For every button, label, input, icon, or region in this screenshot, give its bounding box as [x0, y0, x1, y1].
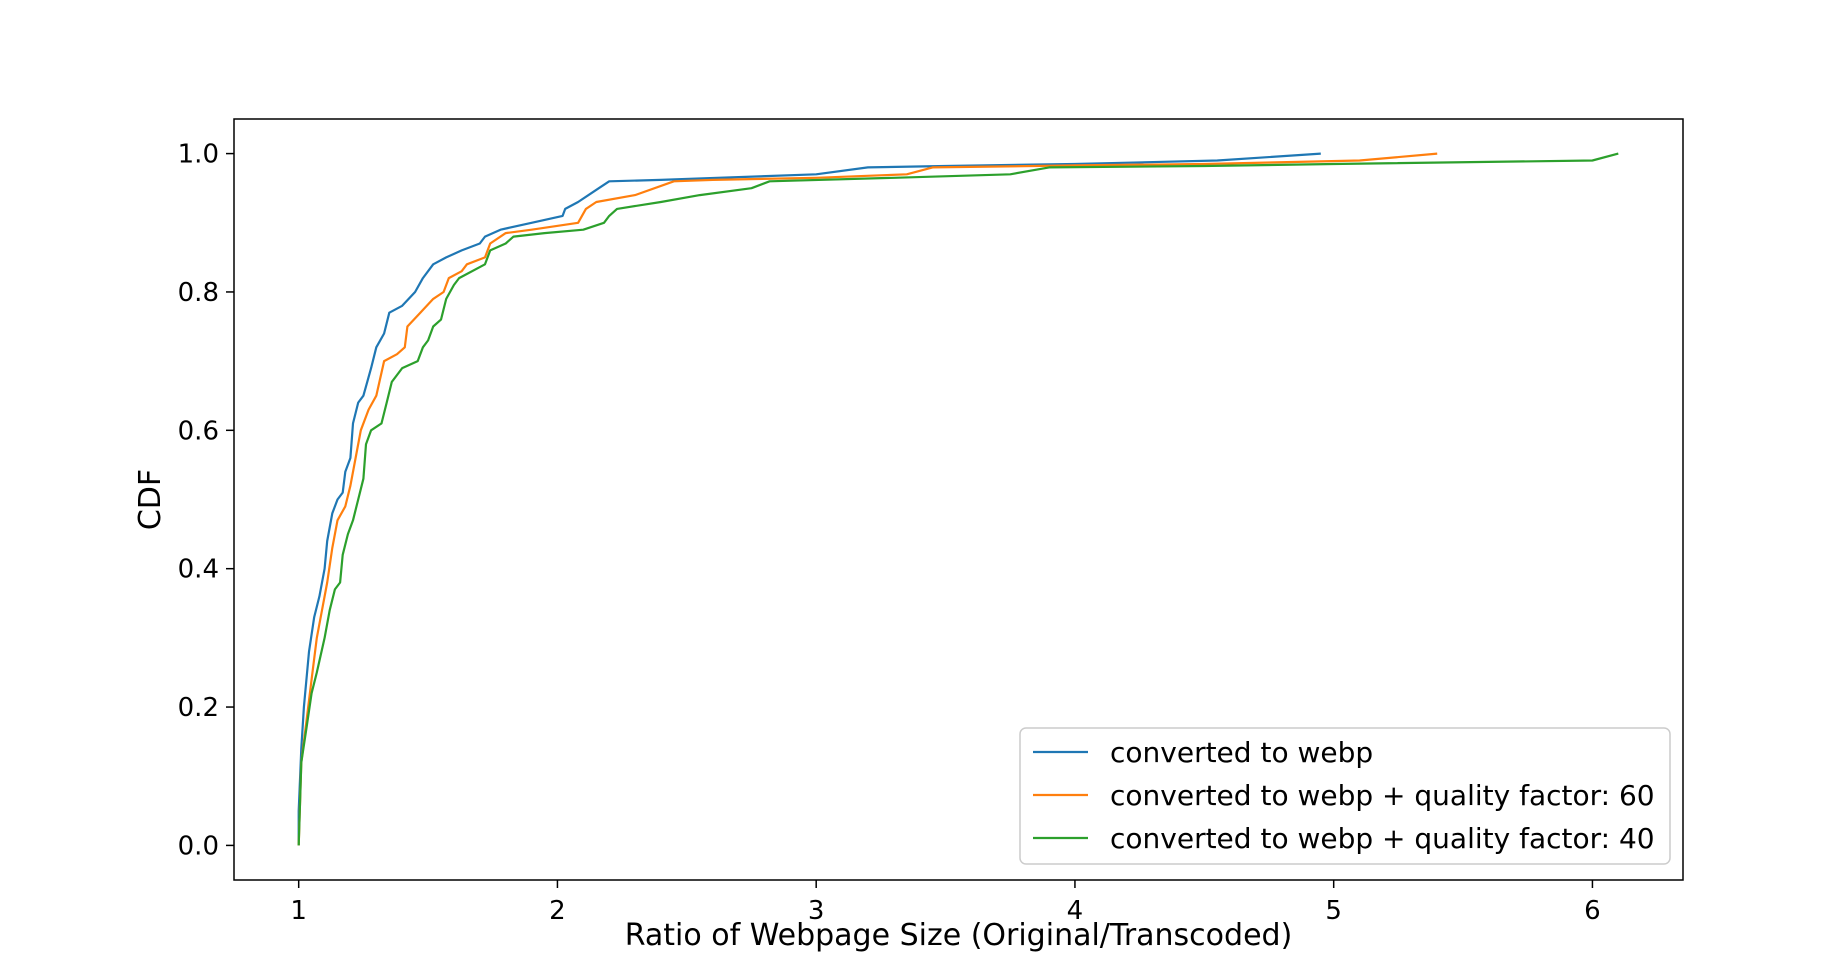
- y-tick-label: 1.0: [178, 140, 219, 170]
- legend-label-1: converted to webp: [1110, 736, 1373, 769]
- x-tick-label: 5: [1325, 896, 1342, 926]
- y-tick-label: 0.4: [178, 555, 219, 585]
- legend-label-3: converted to webp + quality factor: 40: [1110, 822, 1655, 855]
- legend: converted to webp converted to webp + qua…: [1019, 727, 1671, 865]
- legend-box: [1019, 727, 1671, 865]
- y-tick-label: 0.0: [178, 831, 219, 861]
- series-line-2: [297, 152, 1438, 846]
- series-line-1: [297, 152, 1321, 846]
- x-tick-label: 2: [549, 896, 566, 926]
- x-tick-label: 3: [808, 896, 825, 926]
- legend-items: converted to webp converted to webp + qua…: [1033, 736, 1655, 855]
- plot-frame: [233, 118, 1684, 881]
- series-layer: [297, 152, 1619, 846]
- x-tick-label: 6: [1584, 896, 1601, 926]
- ticks-layer: 1 2 3 4 5 6 0.0 0.2 0.4 0.6 0.8 1.0: [178, 140, 1601, 926]
- x-axis-label: Ratio of Webpage Size (Original/Transcod…: [625, 918, 1293, 953]
- y-tick-label: 0.6: [178, 416, 219, 446]
- x-tick-label: 4: [1067, 896, 1084, 926]
- legend-label-2: converted to webp + quality factor: 60: [1110, 779, 1655, 812]
- series-line-3: [297, 152, 1619, 846]
- y-tick-label: 0.2: [178, 693, 219, 723]
- y-tick-label: 0.8: [178, 278, 219, 308]
- y-axis-label: CDF: [133, 469, 168, 530]
- x-tick-label: 1: [290, 896, 307, 926]
